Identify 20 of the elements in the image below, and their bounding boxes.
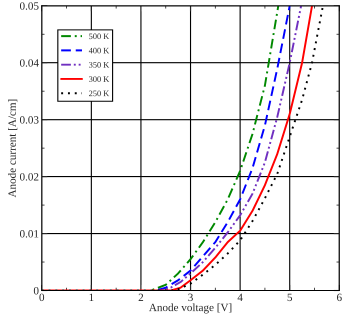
- x-tick-label: 2: [138, 294, 144, 301]
- y-tick-label: 0.01: [20, 230, 38, 238]
- x-tick-label: 4: [238, 294, 243, 301]
- legend-label: 250 K: [89, 90, 110, 96]
- y-tick-label: 0.02: [20, 173, 38, 181]
- y-tick-label: 0.04: [20, 59, 39, 67]
- y-tick-label: 0: [34, 286, 39, 294]
- x-tick-label: 1: [90, 294, 94, 301]
- legend-label: 350 K: [89, 62, 110, 68]
- legend-label: 300 K: [89, 76, 110, 82]
- legend-label: 500 K: [89, 34, 110, 40]
- x-tick-label: 3: [188, 294, 193, 302]
- x-tick-label: 0: [39, 294, 44, 302]
- x-tick-label: 6: [337, 294, 342, 302]
- legend-label: 400 K: [88, 48, 110, 54]
- y-tick-label: 0.03: [20, 116, 39, 124]
- x-axis-title: Anode voltage [V]: [148, 303, 232, 314]
- x-tick-label: 5: [288, 294, 292, 302]
- y-tick-label: 0.05: [20, 2, 39, 10]
- y-axis-title: Anode current [A/cm]: [8, 100, 18, 198]
